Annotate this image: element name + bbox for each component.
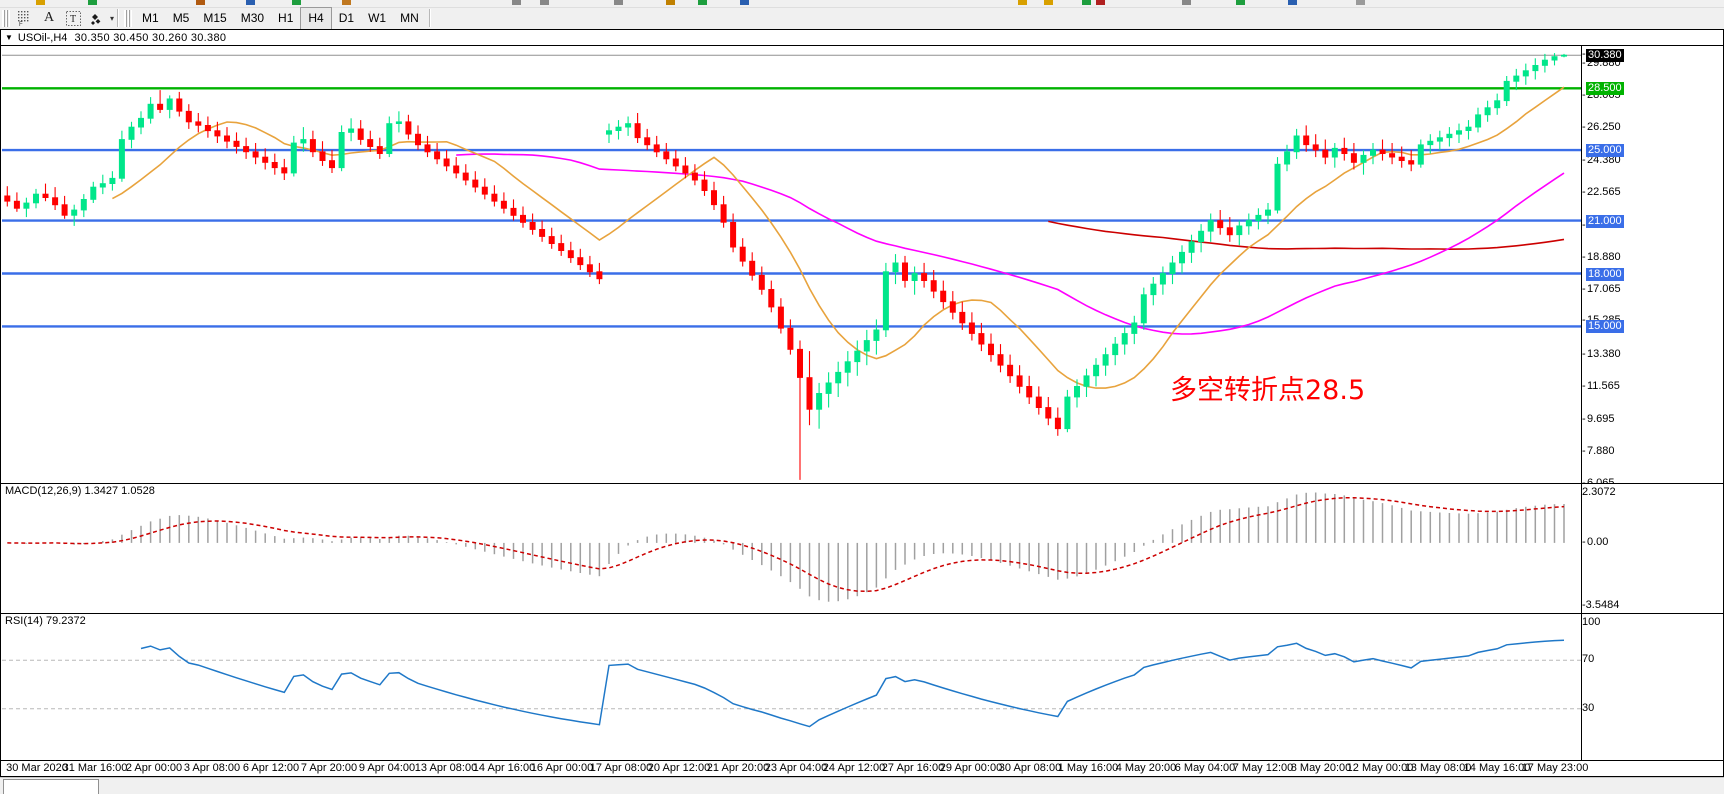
current-price-label[interactable]: 30.380 [1586,49,1624,62]
toolbar-separator [117,9,120,27]
rsi-axis[interactable]: 100 70 30 [1581,614,1723,760]
time-tick: 12 May 00:00 [1346,762,1414,774]
macd-tick: 2.3072 [1582,486,1616,498]
price-tick: -26.250 [1582,121,1621,133]
time-tick: 1 May 16:00 [1057,762,1119,774]
macd-tick: -3.5484 [1582,599,1620,611]
timeframe-m15[interactable]: M15 [203,11,227,25]
time-tick: 6 May 04:00 [1174,762,1236,774]
time-tick: 3 Apr 08:00 [183,762,241,774]
rsi-line-svg [2,639,1582,728]
text-label-icon[interactable]: A [43,10,55,25]
price-tick: -13.380 [1582,348,1621,360]
time-tick: 27 Apr 16:00 [881,762,945,774]
time-tick: 13 May 08:00 [1404,762,1472,774]
time-tick: 9 Apr 04:00 [358,762,416,774]
timeframe-m5[interactable]: M5 [172,11,190,25]
timeframe-group: M1 M5 M15 M30 H1 H4 D1 W1 MN [135,6,426,29]
price-tick: -24.380 [1582,154,1621,166]
price-candles-svg [2,53,1582,480]
time-tick: 7 Apr 20:00 [300,762,358,774]
level-price-label[interactable]: 18.000 [1586,268,1624,281]
macd-axis[interactable]: 2.3072 -0.00 -3.5484 [1581,484,1723,613]
timeframe-m30[interactable]: M30 [240,11,265,25]
rsi-plot-area[interactable] [2,614,1582,760]
toolbar-cut-icons [36,0,1365,5]
level-price-label[interactable]: 15.000 [1586,320,1624,333]
toolbar-overflow-row [0,0,1724,8]
time-tick: 31 Mar 16:00 [62,762,128,774]
time-tick: 7 May 12:00 [1232,762,1294,774]
price-tick: -11.565 [1582,380,1620,392]
price-pane[interactable]: 多空转折点28.5 -30.380-29.880-28.065-26.250-2… [1,45,1723,483]
chart-window[interactable]: ▼ USOil-,H4 30.350 30.450 30.260 30.380 … [0,29,1724,777]
time-tick: 6 Apr 12:00 [242,762,300,774]
chart-tab[interactable] [3,779,99,794]
chart-annotation-text: 多空转折点28.5 [1170,375,1366,406]
macd-pane[interactable]: MACD(12,26,9) 1.3427 1.0528 2.3072 -0.00 -… [1,483,1723,613]
time-tick: 17 May 23:00 [1521,762,1589,774]
time-tick: 29 Apr 00:00 [939,762,1003,774]
time-tick: 30 Apr 08:00 [998,762,1062,774]
price-tick: -22.565 [1582,186,1621,198]
time-tick: 13 Apr 08:00 [414,762,478,774]
chart-ohlc-values: 30.350 30.450 30.260 30.380 [74,31,227,44]
svg-text:T: T [70,14,76,25]
macd-title: MACD(12,26,9) 1.3427 1.0528 [5,485,155,497]
svg-text:F: F [19,22,23,27]
shapes-dropdown-chevron-down-icon[interactable]: ▾ [110,13,115,23]
time-tick: 20 Apr 12:00 [647,762,711,774]
time-axis[interactable]: 30 Mar 2020 31 Mar 16:00 2 Apr 00:00 3 Apr … [1,760,1723,776]
level-price-label[interactable]: 25.000 [1586,144,1624,157]
rsi-tick: 30 [1582,702,1595,714]
time-tick: 14 May 16:00 [1463,762,1531,774]
toolbar-row: F A T ▾ M1 M5 M15 M30 H1 H4 [0,6,434,29]
price-plot-area[interactable]: 多空转折点28.5 [2,46,1582,483]
main-toolbar: F A T ▾ M1 M5 M15 M30 H1 H4 [0,0,1724,30]
rsi-title: RSI(14) 79.2372 [5,615,86,627]
price-tick: -7.880 [1582,445,1615,457]
price-tick: -6.065 [1582,477,1615,483]
time-tick: 30 Mar 2020 [6,762,68,774]
time-tick: 16 Apr 00:00 [530,762,594,774]
time-tick: 21 Apr 20:00 [706,762,770,774]
text-box-icon[interactable]: T [62,8,84,29]
status-bar [0,777,1724,794]
macd-tick: -0.00 [1582,536,1609,548]
price-tick: -9.695 [1582,413,1615,425]
timeframe-h1[interactable]: H1 [278,11,294,25]
price-axis[interactable]: -30.380-29.880-28.065-26.250-24.380-22.5… [1581,46,1723,483]
timeframe-d1[interactable]: D1 [338,11,355,25]
timeframe-grip-handle[interactable] [124,9,133,27]
timeframe-w1[interactable]: W1 [368,11,387,25]
time-tick: 8 May 20:00 [1290,762,1352,774]
time-tick: 23 Apr 04:00 [764,762,828,774]
time-tick: 17 Apr 08:00 [589,762,653,774]
chart-symbol-label: USOil-,H4 [17,31,68,44]
crosshair-icon[interactable]: F [14,8,36,29]
time-tick: 4 May 20:00 [1115,762,1177,774]
chart-symbol-header: ▼ USOil-,H4 30.350 30.450 30.260 30.380 [1,30,1723,45]
level-price-label[interactable]: 21.000 [1586,215,1624,228]
timeframe-h4[interactable]: H4 [300,6,332,29]
toolbar-grip-handle[interactable] [2,9,10,27]
toolbar-separator-2 [428,9,431,27]
rsi-pane[interactable]: RSI(14) 79.2372 100 70 30 [1,613,1723,760]
shapes-icon[interactable] [86,8,108,29]
level-price-label[interactable]: 28.500 [1586,82,1624,95]
price-tick: -17.065 [1582,283,1621,295]
macd-plot-area[interactable] [2,484,1582,613]
time-tick: 14 Apr 16:00 [472,762,536,774]
rsi-tick: 100 [1582,616,1601,628]
timeframe-m1[interactable]: M1 [142,11,159,25]
price-tick: -18.880 [1582,251,1621,263]
chart-menu-caret-icon[interactable]: ▼ [5,33,13,42]
rsi-tick: 70 [1582,653,1595,665]
timeframe-mn[interactable]: MN [400,11,419,25]
time-tick: 24 Apr 12:00 [822,762,886,774]
time-tick: 2 Apr 00:00 [125,762,183,774]
macd-histogram-svg [7,492,1565,602]
